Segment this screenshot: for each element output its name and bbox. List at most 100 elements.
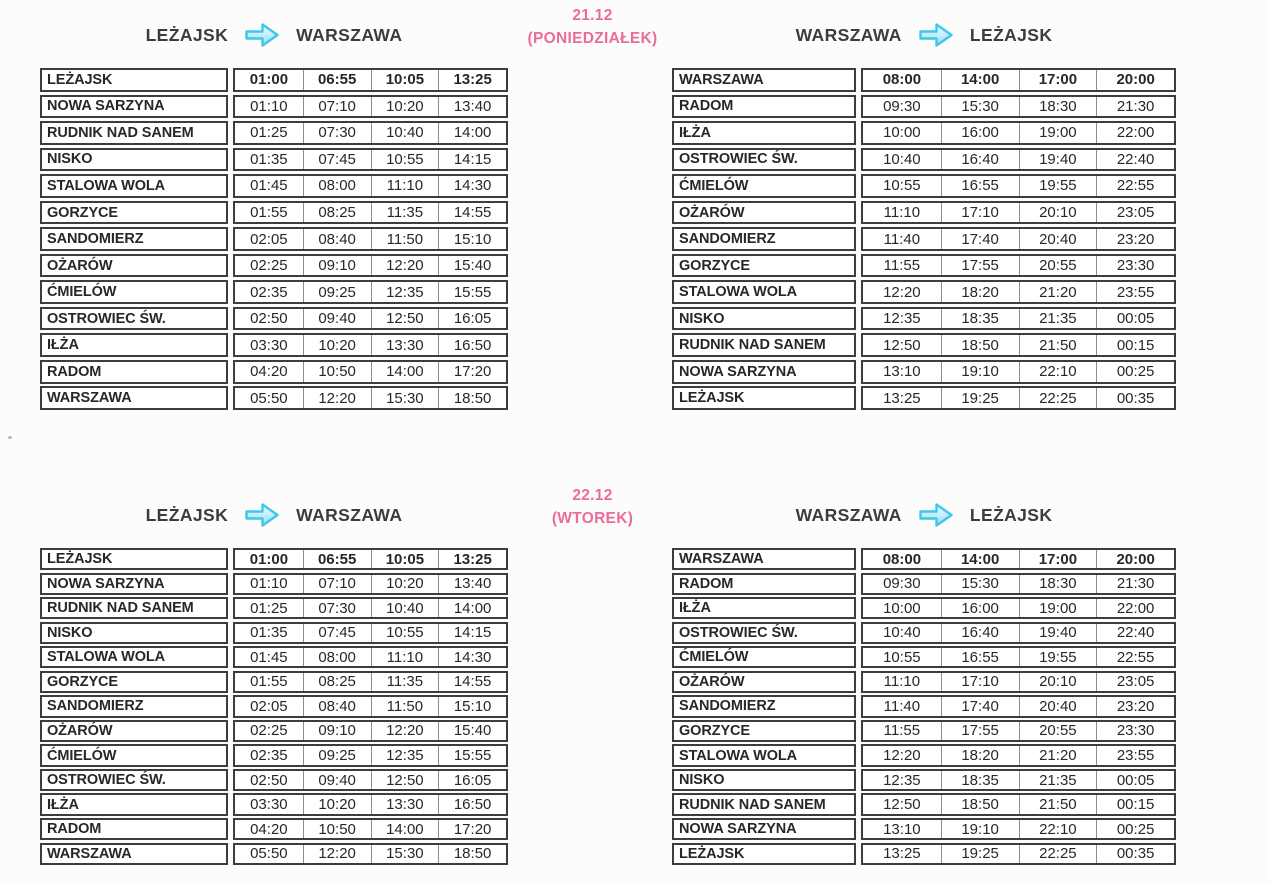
times-group: 10:00 16:00 19:00 22:00 [861,121,1176,145]
time-cell: 01:00 [249,550,289,568]
route-origin-label: WARSZAWA [795,504,902,525]
station-cell: NISKO [672,768,856,792]
date-label: 22.12 [572,487,613,504]
time-cell: 13:25 [438,70,506,90]
time-cell: 21:20 [1018,282,1097,302]
table-row: OŻARÓW 02:25 09:10 12:20 15:40 [40,719,508,743]
times-group: 11:40 17:40 20:40 23:20 [861,227,1176,251]
station-cell: RADOM [40,818,228,841]
time-cell: 00:05 [1096,308,1174,329]
time-cell: 18:30 [1018,574,1097,593]
time-cell: 11:50 [370,697,439,716]
station-cell: OSTROWIEC ŚW. [672,621,856,644]
station-cell: NOWA SARZYNA [672,818,856,841]
time-cell: 10:00 [883,124,921,142]
time-cell: 19:40 [1018,149,1097,170]
timetable-lezajsk-warszawa: LEŻAJSK 01:00 06:55 10:05 13:25 NOWA SARZYNA 0… [40,68,508,411]
time-cell: 16:05 [438,308,506,329]
time-cell: 22:10 [1018,361,1097,382]
time-cell: 11:10 [370,176,439,196]
table-row: IŁŻA 10:00 16:00 19:00 22:00 [672,597,1176,620]
table-row: NOWA SARZYNA 01:10 07:10 10:20 13:40 [40,572,508,595]
time-cell: 00:25 [1096,361,1174,382]
times-group: 09:30 15:30 18:30 21:30 [861,572,1176,595]
time-cell: 12:35 [883,310,921,328]
time-cell: 15:30 [940,96,1019,117]
route-destination-label: LEŻAJSK [969,504,1053,525]
times-group: 05:50 12:20 15:30 18:50 [233,386,508,411]
table-row: OSTROWIEC ŚW. 02:50 09:40 12:50 16:05 [40,306,508,331]
table-row: WARSZAWA 08:00 14:00 17:00 20:00 [672,68,1176,92]
table-row: RUDNIK NAD SANEM 12:50 18:50 21:50 00:15 [672,793,1176,816]
time-cell: 16:00 [940,123,1019,143]
time-cell: 02:35 [250,283,288,301]
date-label: 21.12 [572,7,613,24]
time-cell: 11:35 [370,202,439,223]
station-cell: RADOM [672,94,856,119]
time-cell: 18:20 [940,282,1019,302]
station-cell: GORZYCE [40,670,228,694]
time-cell: 22:00 [1096,123,1174,143]
time-cell: 13:30 [370,335,439,355]
table-row: OSTROWIEC ŚW. 10:40 16:40 19:40 22:40 [672,621,1176,644]
route-header-warszawa-lezajsk: WARSZAWA LEŻAJSK [672,496,1176,534]
times-group: 13:25 19:25 22:25 00:35 [861,386,1176,411]
time-cell: 16:55 [940,176,1019,196]
time-cell: 23:30 [1096,255,1174,276]
times-group: 12:20 18:20 21:20 23:55 [861,280,1176,304]
time-cell: 14:15 [438,149,506,170]
route-destination-label: WARSZAWA [296,504,403,525]
time-cell: 17:10 [940,672,1019,692]
times-group: 12:50 18:50 21:50 00:15 [861,793,1176,816]
time-cell: 19:10 [940,820,1019,839]
station-cell: NISKO [40,147,228,172]
time-cell: 06:55 [302,550,371,569]
table-row: NOWA SARZYNA 13:10 19:10 22:10 00:25 [672,818,1176,841]
station-cell: RUDNIK NAD SANEM [40,597,228,620]
time-cell: 11:10 [883,204,921,221]
station-cell: RUDNIK NAD SANEM [40,121,228,145]
time-cell: 18:30 [1018,96,1097,117]
station-cell: STALOWA WOLA [40,174,228,198]
time-cell: 21:50 [1018,795,1097,814]
time-cell: 12:20 [370,255,439,276]
station-cell: OSTROWIEC ŚW. [40,768,228,792]
table-row: GORZYCE 01:55 08:25 11:35 14:55 [40,200,508,225]
time-cell: 16:50 [438,335,506,355]
arrow-right-icon [918,501,954,529]
station-cell: OŻARÓW [672,670,856,694]
time-cell: 10:20 [302,335,371,355]
time-cell: 09:25 [302,746,371,765]
table-row: LEŻAJSK 01:00 06:55 10:05 13:25 [40,548,508,571]
table-row: OŻARÓW 11:10 17:10 20:10 23:05 [672,670,1176,694]
time-cell: 15:40 [438,721,506,741]
times-group: 02:25 09:10 12:20 15:40 [233,719,508,743]
time-cell: 08:00 [882,71,922,89]
time-cell: 21:20 [1018,746,1097,765]
time-cell: 12:50 [883,796,921,814]
time-cell: 19:40 [1018,623,1097,642]
table-row: RUDNIK NAD SANEM 01:25 07:30 10:40 14:00 [40,121,508,145]
times-group: 12:50 18:50 21:50 00:15 [861,333,1176,357]
times-group: 02:05 08:40 11:50 15:10 [233,227,508,251]
station-cell: SANDOMIERZ [672,227,856,251]
time-cell: 12:20 [302,844,371,863]
table-row: ĆMIELÓW 02:35 09:25 12:35 15:55 [40,280,508,304]
time-cell: 16:50 [438,795,506,814]
table-row: LEŻAJSK 13:25 19:25 22:25 00:35 [672,842,1176,865]
table-row: GORZYCE 01:55 08:25 11:35 14:55 [40,670,508,694]
time-cell: 22:10 [1018,820,1097,839]
section-22-12: LEŻAJSK WARSZAWA 22.12 (WTOREK) WARSZAWA… [0,480,1269,883]
time-cell: 17:00 [1018,550,1097,569]
route-destination-label: WARSZAWA [296,24,403,45]
times-group: 03:30 10:20 13:30 16:50 [233,793,508,816]
time-cell: 14:00 [438,123,506,143]
time-cell: 15:30 [370,388,439,409]
time-cell: 18:35 [940,770,1019,790]
time-cell: 18:20 [940,746,1019,765]
time-cell: 01:45 [250,648,288,666]
times-group: 04:20 10:50 14:00 17:20 [233,359,508,384]
table-row: WARSZAWA 08:00 14:00 17:00 20:00 [672,548,1176,571]
time-cell: 14:00 [940,550,1019,569]
times-group: 01:55 08:25 11:35 14:55 [233,200,508,225]
